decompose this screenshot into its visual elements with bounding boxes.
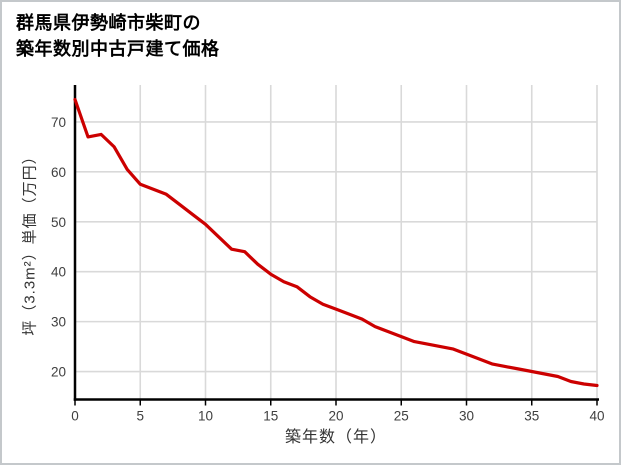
- y-tick-label: 30: [51, 315, 66, 330]
- y-tick-label: 20: [51, 365, 66, 380]
- y-tick-label: 70: [51, 115, 66, 130]
- x-tick-label: 10: [198, 409, 213, 424]
- x-tick-label: 25: [394, 409, 409, 424]
- page-title: 群馬県伊勢崎市柴町の 築年数別中古戸建て価格: [16, 10, 220, 62]
- price-series-line: [73, 97, 599, 388]
- title-line-1: 群馬県伊勢崎市柴町の: [16, 13, 201, 33]
- x-tick-label: 15: [263, 409, 278, 424]
- x-tick-label: 30: [459, 409, 474, 424]
- x-tick-label: 5: [136, 409, 144, 424]
- x-axis-label: 築年数（年）: [284, 429, 388, 446]
- x-tick-label: 20: [328, 409, 343, 424]
- y-tick-label: 40: [51, 265, 66, 280]
- x-tick-label: 0: [71, 409, 79, 424]
- x-tick-label: 40: [589, 409, 604, 424]
- y-tick-label: 60: [51, 165, 66, 180]
- y-axis-label: 坪（3.3m²）単価（万円）: [21, 148, 39, 336]
- x-tick-label: 35: [524, 409, 539, 424]
- y-tick-label: 50: [51, 215, 66, 230]
- title-line-2: 築年数別中古戸建て価格: [16, 39, 220, 60]
